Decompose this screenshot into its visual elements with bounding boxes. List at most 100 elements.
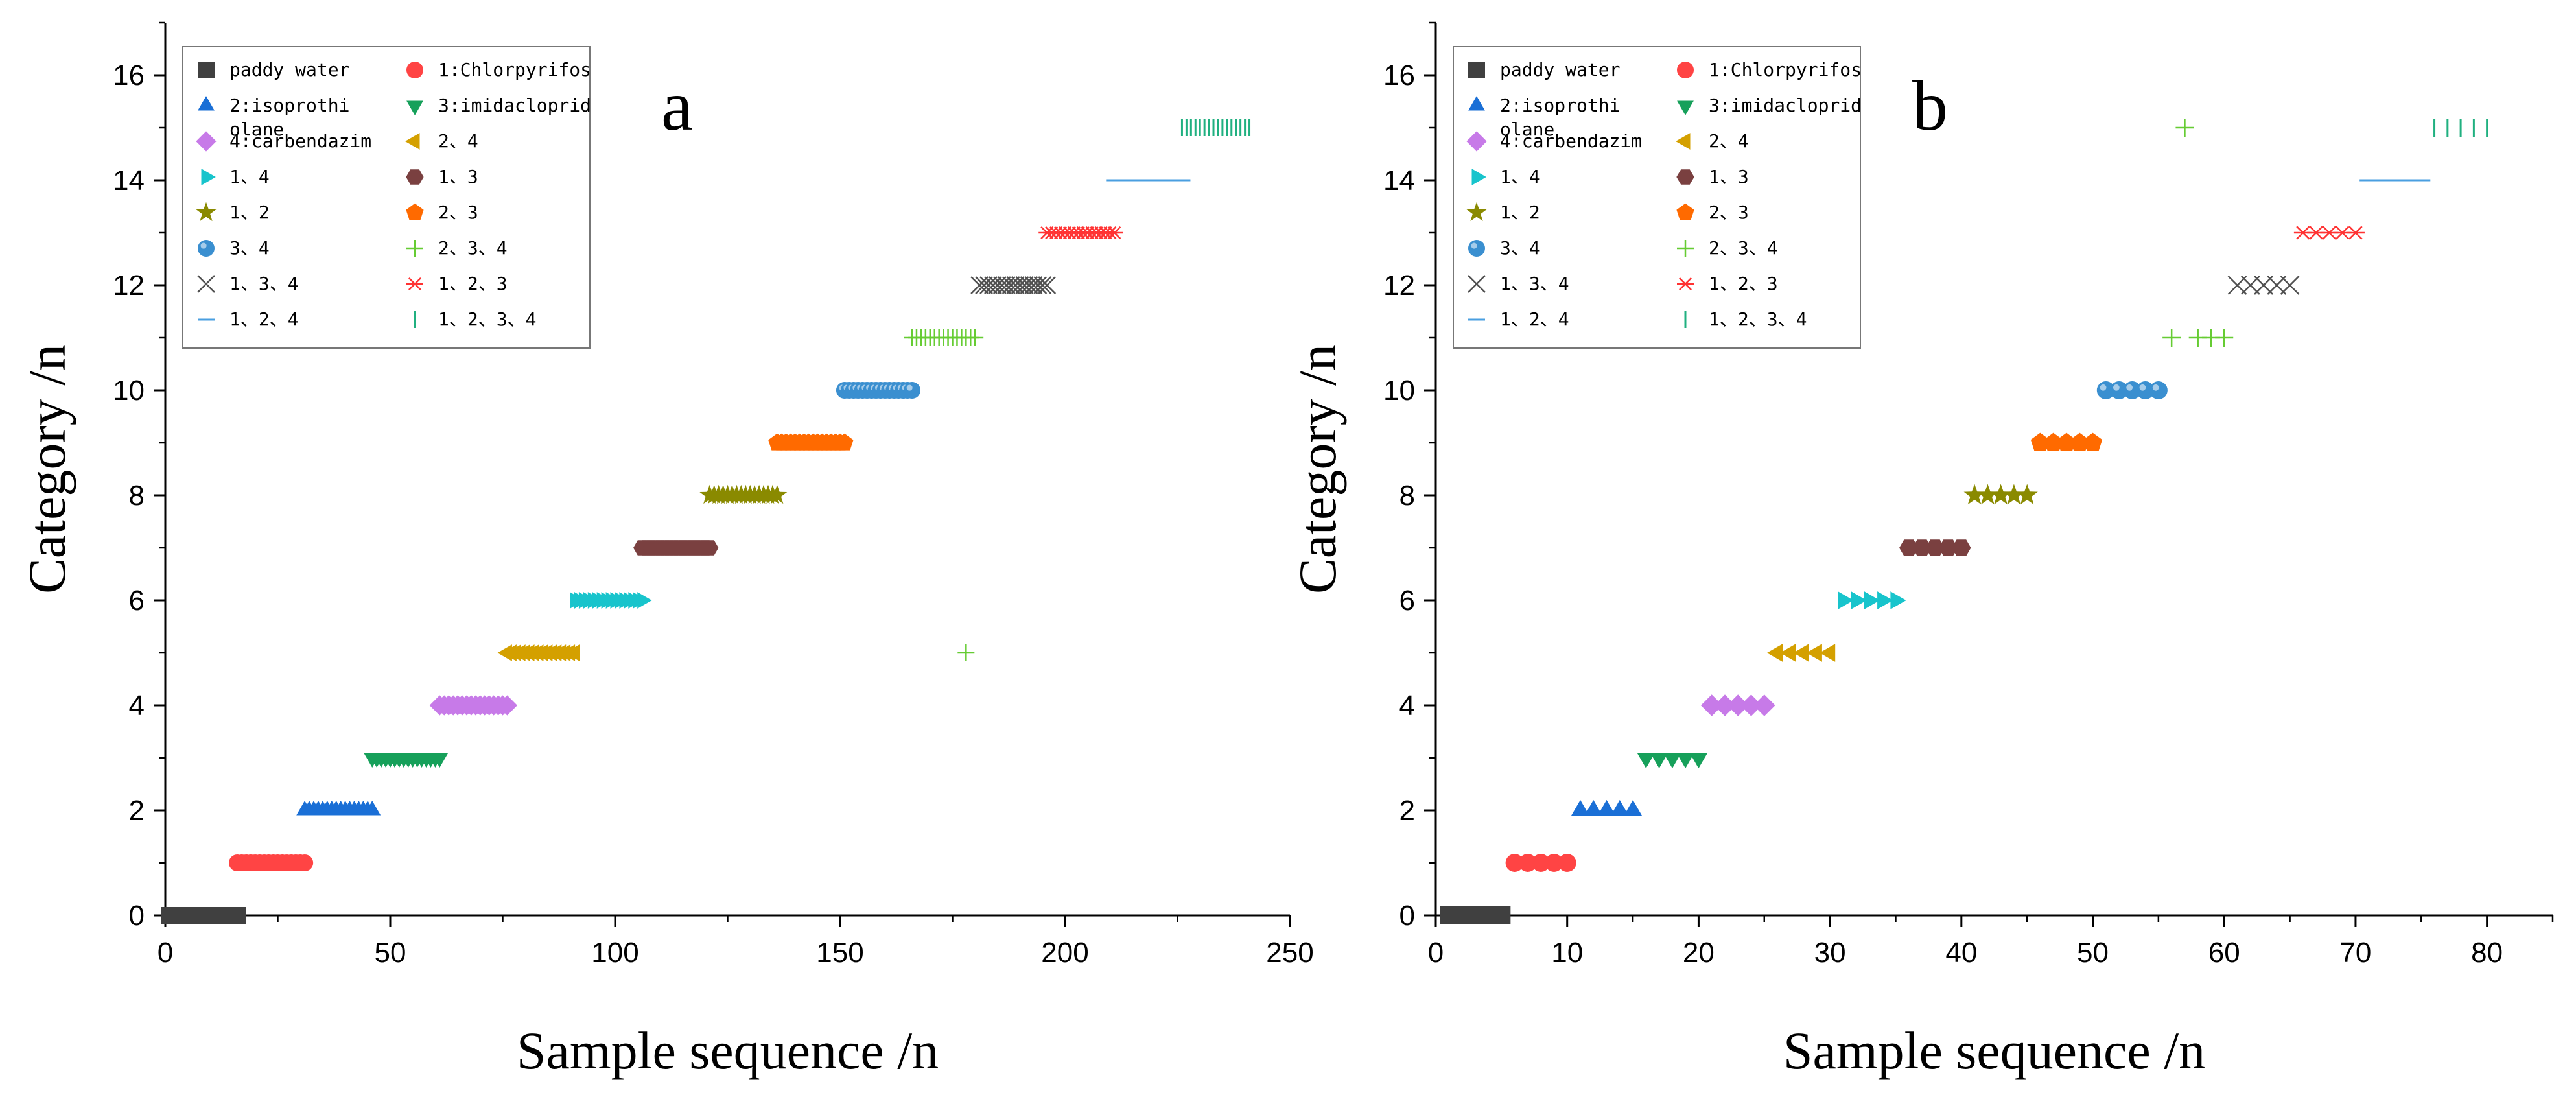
- legend-marker: [1468, 240, 1485, 257]
- data-point: [1689, 753, 1708, 769]
- legend-label: 1、2: [229, 202, 270, 223]
- data-point: [2003, 484, 2025, 505]
- data-point: [2083, 432, 2103, 451]
- data-point: [229, 907, 246, 924]
- series-2: [296, 801, 381, 816]
- legend-label: 1、4: [229, 166, 270, 187]
- data-point: [1780, 644, 1796, 662]
- legend-label: 4:carbendazim: [1500, 130, 1642, 152]
- series-10: [836, 382, 921, 399]
- legend-label: 2、4: [438, 130, 478, 152]
- panel-label: b: [1912, 66, 1948, 145]
- y-tick-label: 16: [113, 60, 145, 91]
- data-point: [767, 484, 788, 504]
- legend-label: 1、3、4: [229, 273, 299, 294]
- legend-label: 3、4: [1500, 237, 1540, 259]
- legend-label: 2、3、4: [1709, 237, 1778, 259]
- legend-marker: [1466, 131, 1487, 152]
- y-tick-label: 4: [1399, 690, 1415, 722]
- data-point: [1518, 854, 1537, 872]
- y-tick-label: 14: [113, 165, 145, 196]
- legend-marker: [1677, 62, 1694, 78]
- legend-label: 2、3: [1709, 202, 1749, 223]
- legend-marker: [406, 203, 424, 220]
- data-point: [1033, 276, 1052, 294]
- data-point: [1864, 591, 1880, 609]
- legend-label: 1、2、3、4: [1709, 309, 1807, 330]
- legend-marker: [1677, 277, 1694, 290]
- series-5: [1766, 644, 1836, 662]
- legend: paddy water 1:Chlorpyrifos 2:isoprothi olan…: [1453, 46, 1862, 349]
- series-4: [429, 695, 517, 716]
- legend-label: 1、2、3: [438, 273, 508, 294]
- data-point: [2030, 432, 2050, 451]
- legend-label: 4:carbendazim: [229, 130, 371, 152]
- legend-label: 1、2、3: [1709, 273, 1778, 294]
- y-tick-label: 12: [113, 270, 145, 301]
- x-tick-label: 0: [1428, 937, 1444, 969]
- data-point: [2016, 484, 2038, 505]
- y-tick-label: 2: [129, 795, 145, 827]
- data-point: [2162, 329, 2181, 347]
- data-point: [1106, 226, 1123, 239]
- data-point: [1006, 276, 1025, 294]
- series-6: [570, 592, 652, 609]
- data-point: [1663, 753, 1681, 769]
- data-point: [497, 695, 517, 716]
- legend-marker: [197, 275, 215, 293]
- data-point: [1740, 694, 1762, 716]
- y-tick-label: 10: [113, 375, 145, 406]
- y-tick-label: 2: [1399, 795, 1415, 827]
- y-tick-label: 8: [129, 480, 145, 512]
- series-3: [364, 753, 449, 768]
- legend-label: 1:Chlorpyrifos: [438, 59, 591, 80]
- data-point: [997, 276, 1016, 294]
- data-point: [1766, 644, 1783, 662]
- data-point: [431, 753, 449, 768]
- data-point: [1925, 539, 1945, 556]
- data-point: [1038, 276, 1057, 294]
- series-4: [1700, 694, 1775, 716]
- y-tick-label: 0: [129, 900, 145, 932]
- legend-label: 1、2、4: [229, 309, 299, 330]
- y-tick-label: 14: [1383, 165, 1415, 196]
- series-8: [699, 484, 788, 504]
- series-15: [1180, 119, 1251, 136]
- legend-marker: [406, 62, 423, 78]
- data-point: [2057, 432, 2076, 451]
- series-0: [161, 907, 246, 924]
- legend-marker: [406, 277, 423, 290]
- x-axis-title: Sample sequence /n: [1783, 1021, 2205, 1080]
- data-point: [296, 854, 314, 871]
- data-point: [2175, 119, 2194, 137]
- series-8: [1963, 484, 2038, 505]
- legend-marker: [405, 133, 420, 150]
- data-point: [1029, 276, 1048, 294]
- data-point: [2346, 226, 2365, 240]
- series-0: [1440, 906, 1511, 924]
- x-tick-label: 60: [2208, 937, 2240, 969]
- legend-label: paddy water: [1500, 59, 1620, 80]
- chart-panel-a: 0 50 100 150 200 250 0 2 4 6 8 10 12 14 16 Sample seque…: [18, 21, 1314, 1080]
- data-point: [1532, 854, 1551, 872]
- legend-label: 1、3: [1709, 166, 1749, 187]
- series-2: [1571, 799, 1642, 816]
- panel-label: a: [661, 66, 693, 145]
- data-point: [1571, 799, 1589, 816]
- data-point: [970, 276, 989, 294]
- data-point: [1492, 906, 1511, 924]
- data-point: [1963, 484, 1985, 505]
- data-point: [1637, 753, 1656, 769]
- legend-label: 3:imidacloprid: [438, 95, 591, 116]
- series-11: [904, 329, 984, 661]
- series-5: [497, 644, 580, 661]
- legend-marker: [1676, 169, 1694, 185]
- data-point: [1851, 591, 1867, 609]
- x-tick-label: 20: [1683, 937, 1715, 969]
- series-13: [1038, 226, 1123, 239]
- legend-label: 3:imidacloprid: [1709, 95, 1862, 116]
- x-tick-label: 250: [1266, 937, 1313, 969]
- series-9: [768, 433, 854, 451]
- data-point: [2215, 329, 2234, 347]
